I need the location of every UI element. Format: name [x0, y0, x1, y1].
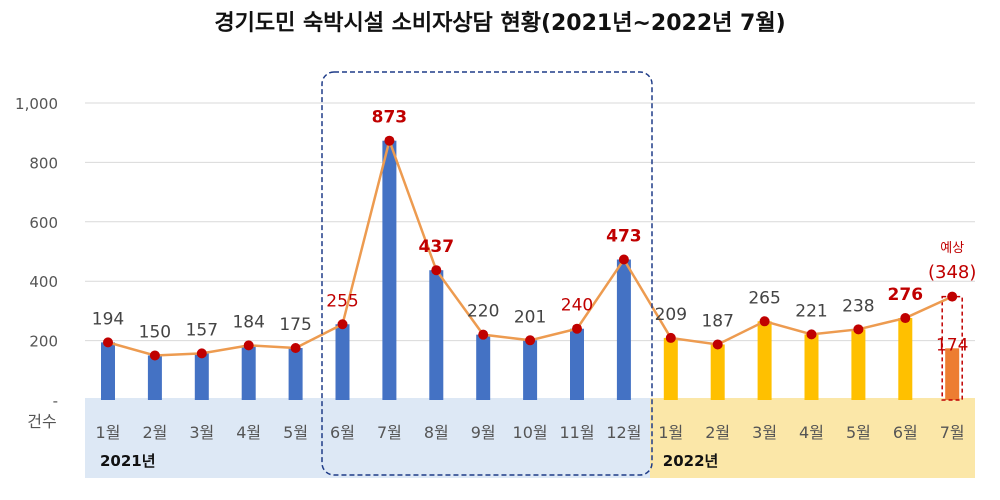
x-tick-label: 5월: [846, 423, 871, 442]
bar: [241, 345, 256, 400]
y-tick-label: -: [53, 392, 58, 410]
data-point: [196, 348, 207, 359]
x-tick-label: 4월: [799, 423, 824, 442]
bar: [476, 334, 491, 400]
data-point: [337, 319, 348, 330]
y-tick-label: 800: [29, 154, 58, 172]
band-2021: [85, 398, 650, 478]
x-tick-label: 8월: [424, 423, 449, 442]
bar: [757, 321, 772, 400]
x-tick-label: 7월: [377, 423, 402, 442]
x-tick-label: 5월: [283, 423, 308, 442]
data-label: 175: [279, 315, 311, 335]
data-point: [243, 340, 254, 351]
data-label: 174: [936, 335, 968, 355]
x-tick-label: 6월: [893, 423, 918, 442]
y-tick-label: 1,000: [15, 95, 58, 113]
x-tick-label: 3월: [752, 423, 777, 442]
x-tick-label: 9월: [471, 423, 496, 442]
bar: [804, 334, 819, 400]
band-2022: [650, 398, 975, 478]
bar: [851, 329, 866, 400]
highlight-box: [321, 71, 653, 476]
bar: [570, 328, 584, 400]
x-tick-label: 12월: [606, 423, 641, 442]
data-point: [759, 316, 770, 327]
data-label: 209: [655, 305, 687, 325]
data-label: 194: [92, 309, 124, 329]
data-label: 238: [842, 296, 874, 316]
x-tick-label: 4월: [236, 423, 261, 442]
data-point: [900, 313, 911, 324]
x-tick-label: 3월: [189, 423, 214, 442]
bar: [147, 355, 162, 400]
data-label: 473: [606, 227, 642, 247]
x-tick-label: 1월: [96, 423, 121, 442]
bar: [898, 318, 913, 400]
data-label: 157: [186, 320, 218, 340]
bar: [288, 348, 303, 400]
data-point: [572, 323, 582, 334]
data-point: [149, 350, 160, 361]
data-label: 184: [232, 312, 264, 332]
x-tick-label: 2월: [142, 423, 167, 442]
data-point: [103, 337, 113, 348]
data-label: 873: [372, 108, 408, 128]
x-tick-label: 1월: [658, 423, 683, 442]
data-point: [947, 291, 958, 302]
data-label: 276: [888, 285, 924, 305]
chart-title: 경기도민 숙박시설 소비자상담 현황(2021년~2022년 7월): [214, 11, 785, 36]
x-tick-label: 10월: [513, 423, 548, 442]
year-label: 2021년: [100, 452, 156, 470]
data-label: 255: [326, 291, 358, 311]
bar: [616, 259, 631, 400]
data-label: 437: [419, 237, 455, 257]
bar: [523, 340, 538, 400]
forecast-value: (348): [928, 262, 976, 283]
data-label: 187: [701, 311, 733, 331]
bar: [945, 348, 960, 400]
bar: [101, 342, 115, 400]
x-tick-label: 7월: [940, 423, 965, 442]
data-label: 240: [561, 296, 593, 316]
data-label: 221: [795, 301, 827, 321]
year-label: 2022년: [663, 452, 719, 470]
x-tick-label: 11월: [559, 423, 594, 442]
bar: [382, 140, 397, 400]
data-point: [384, 135, 395, 146]
data-label: 150: [139, 322, 171, 342]
data-point: [806, 329, 817, 340]
y-tick-label: 600: [29, 214, 58, 232]
x-tick-label: 2월: [705, 423, 730, 442]
data-point: [478, 329, 489, 340]
bar: [663, 337, 678, 400]
bar: [194, 353, 209, 400]
bar: [710, 344, 725, 400]
data-point: [618, 254, 629, 265]
data-point: [853, 324, 864, 335]
bar: [335, 324, 350, 400]
data-point: [712, 339, 723, 350]
data-point: [525, 335, 536, 346]
data-label: 220: [467, 302, 499, 322]
data-point: [431, 265, 442, 276]
y-tick-label: 200: [29, 333, 58, 351]
data-label: 201: [514, 307, 546, 327]
x-tick-label: 6월: [330, 423, 355, 442]
y-tick-label: 400: [29, 273, 58, 291]
y-axis-label: 건수: [27, 412, 56, 431]
data-point: [290, 343, 301, 354]
data-point: [665, 332, 676, 343]
data-label: 265: [748, 288, 780, 308]
bar: [429, 270, 444, 400]
forecast-label: 예상: [940, 241, 964, 256]
